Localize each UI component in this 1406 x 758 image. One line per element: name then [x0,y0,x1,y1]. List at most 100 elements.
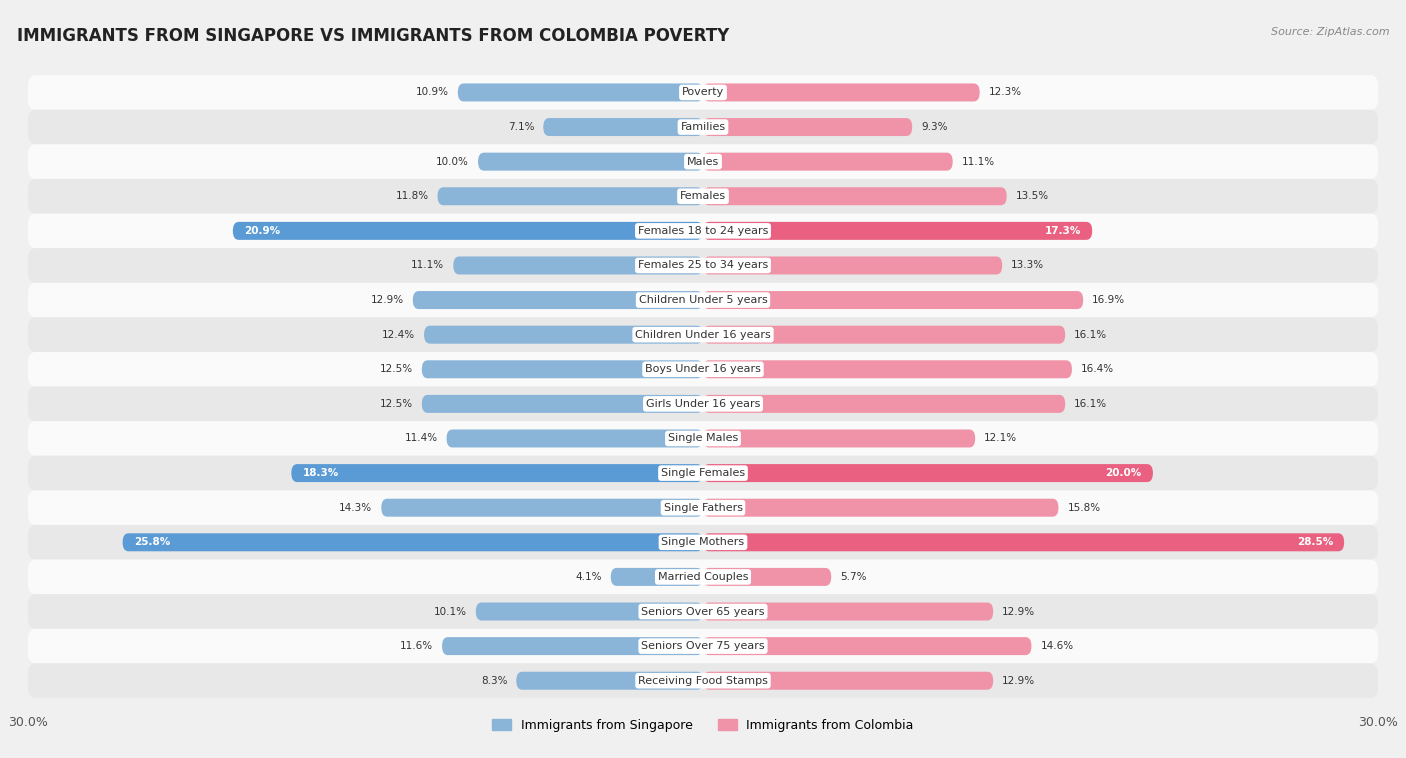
FancyBboxPatch shape [703,291,1083,309]
Text: 28.5%: 28.5% [1296,537,1333,547]
FancyBboxPatch shape [516,672,703,690]
FancyBboxPatch shape [28,629,1378,663]
Text: 20.9%: 20.9% [245,226,280,236]
Text: Females 25 to 34 years: Females 25 to 34 years [638,261,768,271]
Text: 4.1%: 4.1% [575,572,602,582]
Text: 7.1%: 7.1% [508,122,534,132]
FancyBboxPatch shape [28,283,1378,318]
FancyBboxPatch shape [28,248,1378,283]
Text: Single Females: Single Females [661,468,745,478]
Text: 16.4%: 16.4% [1081,365,1114,374]
Text: 17.3%: 17.3% [1045,226,1081,236]
Text: 18.3%: 18.3% [302,468,339,478]
Text: Families: Families [681,122,725,132]
FancyBboxPatch shape [703,395,1066,413]
Text: 14.3%: 14.3% [339,503,373,512]
Text: Males: Males [688,157,718,167]
Text: 12.3%: 12.3% [988,87,1022,98]
Text: Females: Females [681,191,725,202]
FancyBboxPatch shape [447,430,703,447]
FancyBboxPatch shape [458,83,703,102]
FancyBboxPatch shape [703,222,1092,240]
FancyBboxPatch shape [475,603,703,621]
Text: 15.8%: 15.8% [1067,503,1101,512]
Text: 12.9%: 12.9% [371,295,404,305]
FancyBboxPatch shape [703,464,1153,482]
FancyBboxPatch shape [478,152,703,171]
Text: 16.9%: 16.9% [1092,295,1125,305]
FancyBboxPatch shape [28,144,1378,179]
FancyBboxPatch shape [703,672,993,690]
FancyBboxPatch shape [28,75,1378,110]
FancyBboxPatch shape [28,179,1378,214]
Text: 11.4%: 11.4% [405,434,437,443]
FancyBboxPatch shape [28,490,1378,525]
FancyBboxPatch shape [28,110,1378,144]
FancyBboxPatch shape [28,387,1378,421]
Legend: Immigrants from Singapore, Immigrants from Colombia: Immigrants from Singapore, Immigrants fr… [486,714,920,737]
FancyBboxPatch shape [28,421,1378,456]
Text: Children Under 16 years: Children Under 16 years [636,330,770,340]
Text: Married Couples: Married Couples [658,572,748,582]
FancyBboxPatch shape [233,222,703,240]
FancyBboxPatch shape [28,663,1378,698]
FancyBboxPatch shape [422,360,703,378]
Text: 12.9%: 12.9% [1002,606,1035,616]
Text: Seniors Over 65 years: Seniors Over 65 years [641,606,765,616]
FancyBboxPatch shape [291,464,703,482]
Text: Females 18 to 24 years: Females 18 to 24 years [638,226,768,236]
FancyBboxPatch shape [28,559,1378,594]
Text: Single Mothers: Single Mothers [661,537,745,547]
FancyBboxPatch shape [437,187,703,205]
FancyBboxPatch shape [703,83,980,102]
Text: 12.5%: 12.5% [380,399,413,409]
FancyBboxPatch shape [703,637,1032,655]
Text: 11.8%: 11.8% [395,191,429,202]
FancyBboxPatch shape [703,187,1007,205]
Text: 20.0%: 20.0% [1105,468,1142,478]
Text: Children Under 5 years: Children Under 5 years [638,295,768,305]
Text: 10.0%: 10.0% [436,157,470,167]
Text: 8.3%: 8.3% [481,675,508,686]
Text: 11.1%: 11.1% [411,261,444,271]
FancyBboxPatch shape [28,456,1378,490]
Text: Source: ZipAtlas.com: Source: ZipAtlas.com [1271,27,1389,36]
FancyBboxPatch shape [703,534,1344,551]
Text: 11.1%: 11.1% [962,157,995,167]
FancyBboxPatch shape [453,256,703,274]
Text: 16.1%: 16.1% [1074,330,1108,340]
Text: 10.1%: 10.1% [434,606,467,616]
FancyBboxPatch shape [703,499,1059,517]
FancyBboxPatch shape [422,395,703,413]
Text: 9.3%: 9.3% [921,122,948,132]
FancyBboxPatch shape [28,318,1378,352]
Text: 5.7%: 5.7% [841,572,866,582]
Text: Poverty: Poverty [682,87,724,98]
Text: 12.4%: 12.4% [382,330,415,340]
FancyBboxPatch shape [703,118,912,136]
FancyBboxPatch shape [122,534,703,551]
Text: 10.9%: 10.9% [416,87,449,98]
FancyBboxPatch shape [703,360,1071,378]
Text: Seniors Over 75 years: Seniors Over 75 years [641,641,765,651]
FancyBboxPatch shape [28,352,1378,387]
Text: 25.8%: 25.8% [134,537,170,547]
Text: Single Fathers: Single Fathers [664,503,742,512]
FancyBboxPatch shape [703,256,1002,274]
FancyBboxPatch shape [425,326,703,343]
FancyBboxPatch shape [703,326,1066,343]
Text: 13.5%: 13.5% [1015,191,1049,202]
FancyBboxPatch shape [28,594,1378,629]
Text: 14.6%: 14.6% [1040,641,1074,651]
Text: 13.3%: 13.3% [1011,261,1045,271]
Text: Boys Under 16 years: Boys Under 16 years [645,365,761,374]
Text: 16.1%: 16.1% [1074,399,1108,409]
Text: 11.6%: 11.6% [399,641,433,651]
FancyBboxPatch shape [28,214,1378,248]
FancyBboxPatch shape [703,152,953,171]
Text: Girls Under 16 years: Girls Under 16 years [645,399,761,409]
Text: 12.1%: 12.1% [984,434,1018,443]
Text: IMMIGRANTS FROM SINGAPORE VS IMMIGRANTS FROM COLOMBIA POVERTY: IMMIGRANTS FROM SINGAPORE VS IMMIGRANTS … [17,27,730,45]
Text: Receiving Food Stamps: Receiving Food Stamps [638,675,768,686]
FancyBboxPatch shape [703,430,976,447]
